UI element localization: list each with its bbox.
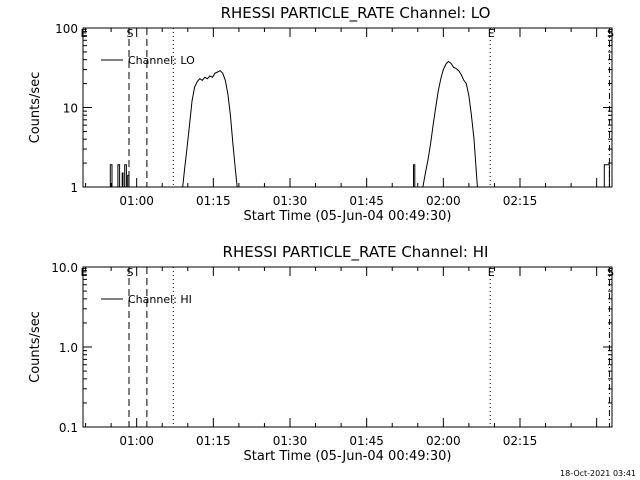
x-axis-label: Start Time (05-Jun-04 00:49:30) — [244, 449, 452, 464]
x-tick-label: 01:15 — [196, 194, 231, 208]
series-line — [422, 60, 478, 187]
event-marker-label: S — [127, 266, 134, 279]
x-tick-label: 02:15 — [503, 434, 538, 448]
y-axis: 1 10 100 — [55, 22, 612, 195]
y-axis: 0.1 1.0 10.0 — [51, 261, 612, 435]
series-line — [413, 164, 416, 187]
panel-0: RHESSI PARTICLE_RATE Channel: LO 1 10 100 01… — [28, 4, 614, 224]
x-tick-label: 01:45 — [349, 434, 384, 448]
x-tick-label: 01:30 — [273, 194, 308, 208]
y-tick-label: 100 — [55, 22, 78, 36]
series-line — [182, 70, 238, 187]
event-marker-label: E — [81, 266, 88, 279]
event-marker-label: E — [488, 266, 495, 279]
x-tick-label: 01:15 — [196, 434, 231, 448]
x-axis-label: Start Time (05-Jun-04 00:49:30) — [244, 209, 452, 224]
series-line — [109, 164, 130, 187]
y-axis-label: Counts/sec — [28, 311, 43, 383]
series-group — [109, 60, 610, 187]
x-axis: 01:00 01:15 01:30 01:45 02:00 02:15 — [85, 267, 598, 448]
plot-frame — [82, 266, 613, 428]
chart-title: RHESSI PARTICLE_RATE Channel: HI — [223, 243, 489, 262]
y-tick-label: 0.1 — [59, 421, 78, 435]
x-tick-label: 01:45 — [349, 194, 384, 208]
x-tick-label: 01:00 — [119, 194, 154, 208]
event-marker-label: S — [607, 27, 614, 40]
chart-title: RHESSI PARTICLE_RATE Channel: LO — [221, 4, 491, 23]
plot-timestamp: 18-Oct-2021 03:41 — [560, 469, 636, 478]
legend: Channel: HI — [101, 293, 192, 306]
series-line — [603, 164, 610, 187]
y-tick-label: 10 — [63, 102, 78, 116]
event-marker-label: S — [127, 27, 134, 40]
y-tick-label: 10.0 — [51, 261, 78, 275]
event-marker-label: E — [81, 27, 88, 40]
x-tick-label: 02:00 — [426, 194, 461, 208]
plot-frame — [82, 27, 613, 188]
x-tick-label: 01:00 — [119, 434, 154, 448]
x-tick-label: 02:15 — [503, 194, 538, 208]
legend-label: Channel: LO — [128, 54, 195, 67]
event-marker-label: E — [488, 27, 495, 40]
x-tick-label: 02:00 — [426, 434, 461, 448]
x-axis: 01:00 01:15 01:30 01:45 02:00 02:15 — [85, 28, 598, 208]
event-marker-label: S — [607, 266, 614, 279]
y-axis-label: Counts/sec — [28, 72, 43, 144]
legend-label: Channel: HI — [128, 293, 192, 306]
y-tick-label: 1.0 — [59, 341, 78, 355]
panel-1: RHESSI PARTICLE_RATE Channel: HI 0.1 1.0 10… — [28, 243, 614, 464]
y-tick-label: 1 — [70, 181, 78, 195]
x-tick-label: 01:30 — [273, 434, 308, 448]
legend: Channel: LO — [101, 54, 195, 67]
